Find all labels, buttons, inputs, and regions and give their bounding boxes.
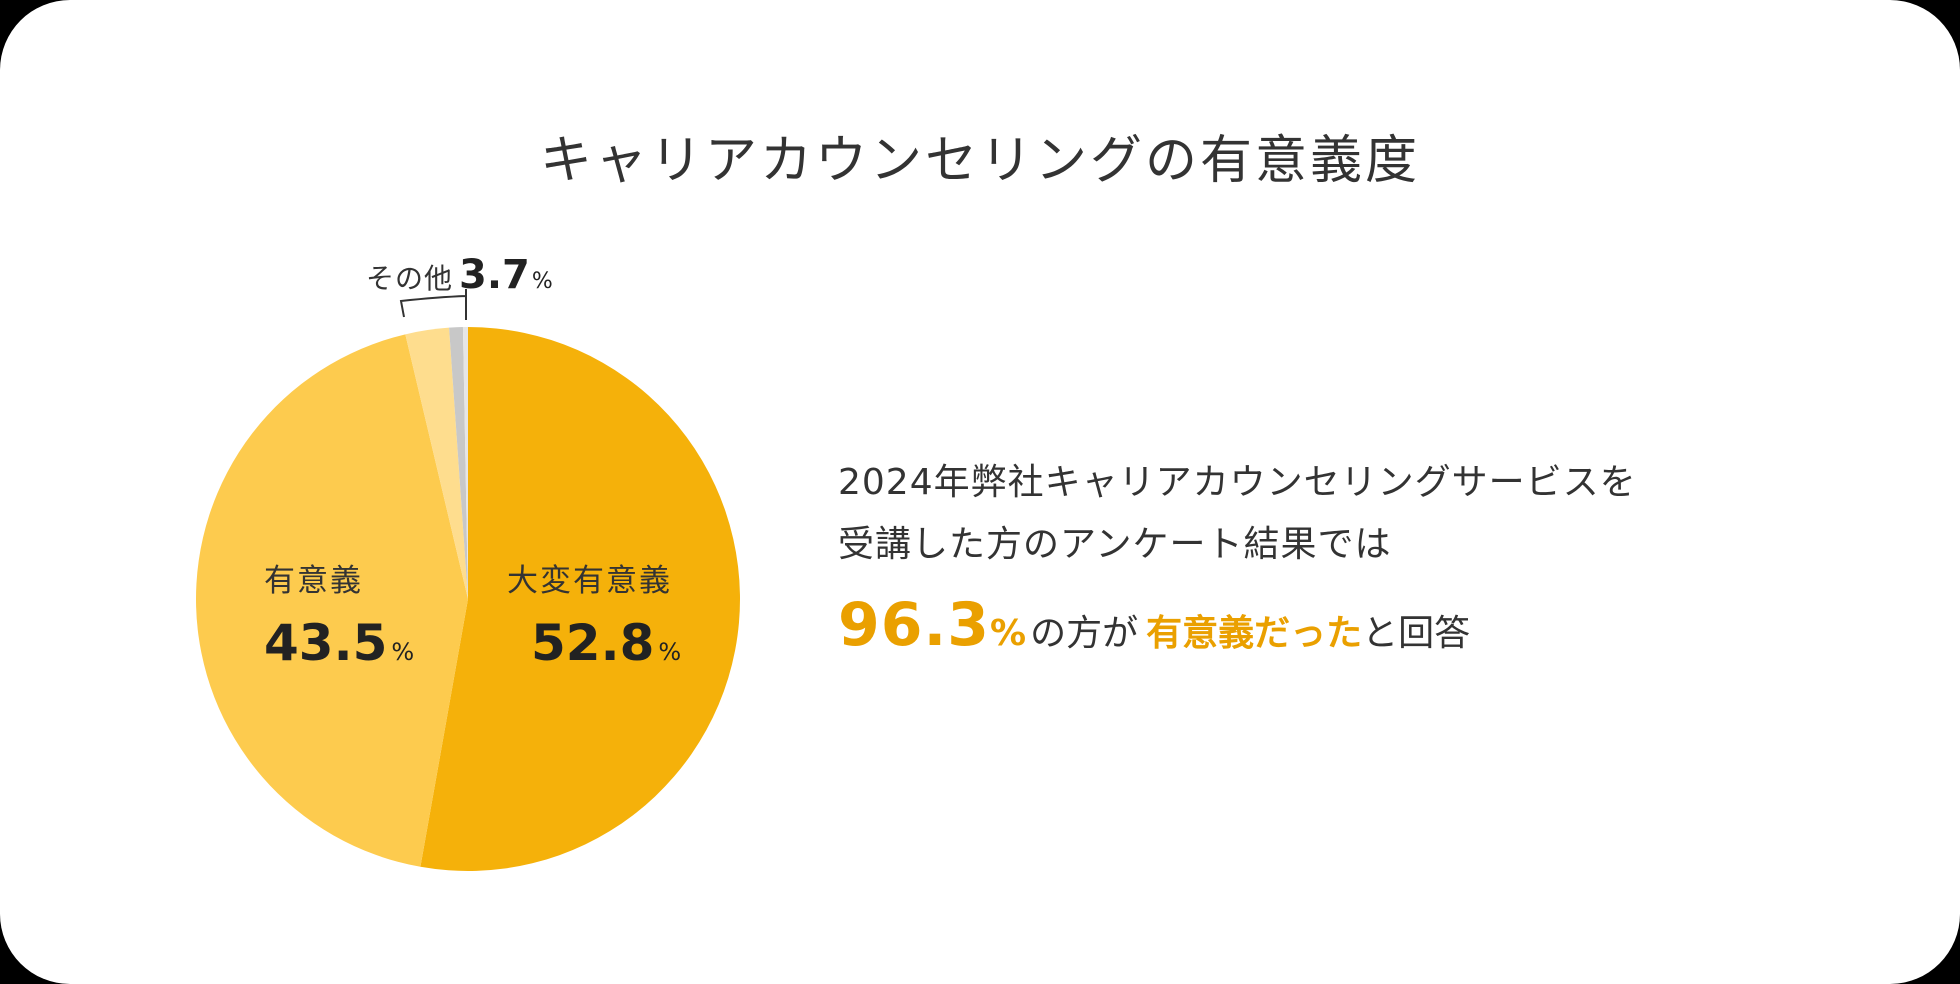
slice-meaningful <box>196 334 468 867</box>
result-unit: % <box>990 613 1027 654</box>
other-name: その他 <box>366 262 454 295</box>
result-tail-text: と回答 <box>1362 613 1471 654</box>
slice-other-gray <box>449 327 468 599</box>
slice-other-pale <box>462 327 468 599</box>
slice-very-meaningful <box>420 327 741 871</box>
description-line-1: 2024年弊社キャリアカウンセリングサービスを <box>838 462 1637 503</box>
very-meaningful-name: 大変有意義 <box>507 563 672 599</box>
chart-title: キャリアカウンセリングの有意義度 <box>539 131 1420 191</box>
other-unit: % <box>531 269 553 294</box>
meaningful-value: 43.5 <box>264 614 388 672</box>
meaningful-name: 有意義 <box>264 563 363 599</box>
other-bracket <box>399 289 467 320</box>
other-value: 3.7 <box>459 252 530 298</box>
result-value: 96.3 <box>838 590 991 660</box>
very-meaningful-label: 大変有意義 52.8% <box>507 555 681 672</box>
other-label: その他 3.7% <box>366 252 553 298</box>
result-summary: 96.3% の方が 有意義だったと回答 <box>838 590 1470 660</box>
description-line-2: 受講した方のアンケート結果では <box>838 524 1392 565</box>
meaningful-label: 有意義 43.5% <box>264 555 414 672</box>
result-highlight: 有意義だった <box>1146 613 1363 654</box>
meaningful-unit: % <box>391 638 415 666</box>
result-mid-text: の方が <box>1030 613 1139 654</box>
slice-other-light <box>405 327 468 599</box>
survey-description: 2024年弊社キャリアカウンセリングサービスを 受講した方のアンケート結果では <box>838 452 1637 576</box>
very-meaningful-unit: % <box>658 638 682 666</box>
very-meaningful-value: 52.8 <box>531 614 655 672</box>
